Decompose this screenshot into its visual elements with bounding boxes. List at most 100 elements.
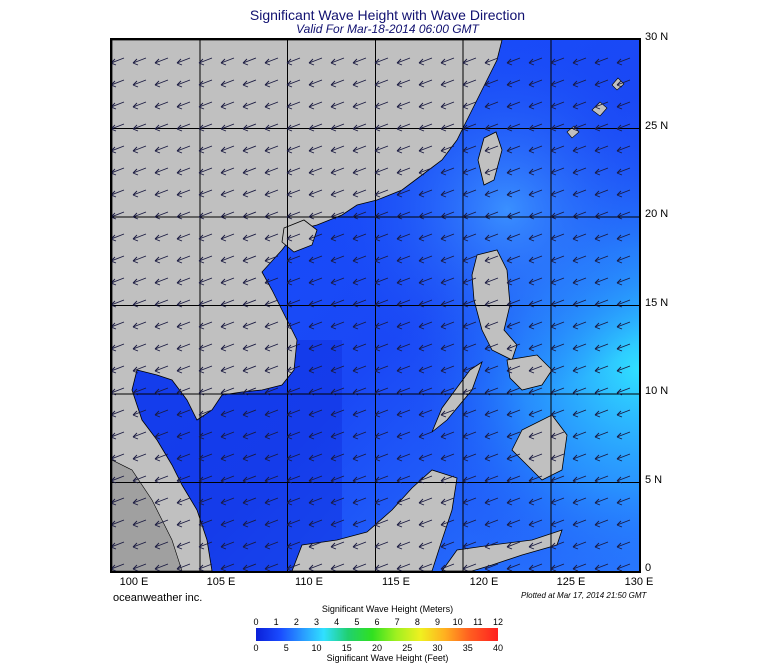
wave-arrow: [506, 211, 521, 220]
wave-arrow: [594, 365, 609, 374]
wave-arrow: [286, 475, 301, 484]
wave-arrow: [594, 167, 609, 176]
wave-arrow: [112, 277, 125, 286]
wave-arrow: [286, 189, 301, 198]
wave-arrow: [572, 541, 587, 550]
wave-arrow: [528, 101, 543, 110]
colorbar-feet-tick-2: 10: [311, 643, 322, 653]
wave-arrow: [616, 145, 631, 154]
wave-arrow: [528, 453, 543, 462]
wave-arrow: [308, 233, 323, 242]
wave-arrow: [418, 299, 433, 308]
wave-arrow: [308, 409, 323, 418]
wave-arrow: [440, 211, 455, 220]
wave-arrow: [112, 299, 125, 308]
wave-arrow: [528, 475, 543, 484]
wave-arrow: [572, 321, 587, 330]
wave-arrow: [396, 475, 411, 484]
credit-text: oceanweather inc.: [113, 592, 203, 604]
wave-arrow: [374, 57, 389, 66]
wave-arrow: [154, 321, 169, 330]
wave-arrow: [572, 409, 587, 418]
wave-arrow: [286, 497, 301, 506]
wave-arrow: [506, 431, 521, 440]
wave-arrow: [308, 255, 323, 264]
wave-arrow: [594, 57, 609, 66]
wave-arrow: [374, 277, 389, 286]
colorbar-title-feet: Significant Wave Height (Feet): [326, 653, 449, 663]
wave-arrow: [484, 57, 499, 66]
wave-arrow: [154, 365, 169, 374]
wave-arrow: [242, 189, 257, 198]
wave-arrow: [132, 387, 147, 396]
wave-arrow: [220, 123, 235, 132]
wave-arrow: [528, 519, 543, 528]
wave-arrow: [616, 277, 631, 286]
wave-arrow: [594, 145, 609, 154]
wave-arrow: [132, 167, 147, 176]
wave-arrow: [418, 387, 433, 396]
wave-arrow: [352, 57, 367, 66]
wave-arrow: [550, 123, 565, 132]
wave-arrow: [112, 167, 125, 176]
wave-arrow: [616, 57, 631, 66]
wave-arrow: [132, 497, 147, 506]
wave-arrow: [484, 277, 499, 286]
lat-label-0: 0: [645, 562, 652, 574]
wave-arrow: [220, 101, 235, 110]
wave-arrow: [462, 365, 477, 374]
land-visayas: [506, 354, 553, 391]
wave-arrow: [308, 321, 323, 330]
wave-arrow: [506, 497, 521, 506]
wave-arrow: [132, 57, 147, 66]
wave-arrow: [352, 255, 367, 264]
wave-arrow: [374, 343, 389, 352]
wave-arrow: [176, 387, 191, 396]
wave-arrow: [352, 541, 367, 550]
wave-arrow: [352, 233, 367, 242]
wave-arrow: [616, 101, 631, 110]
wave-arrow: [352, 101, 367, 110]
wave-arrow: [198, 387, 213, 396]
wave-arrow: [440, 277, 455, 286]
wave-map-canvas: [112, 40, 639, 571]
wave-arrow: [572, 563, 587, 571]
wave-arrow: [396, 497, 411, 506]
wave-arrow: [220, 255, 235, 264]
wave-arrow: [528, 123, 543, 132]
wave-arrow: [506, 123, 521, 132]
lon-label-115e: 115 E: [382, 576, 410, 588]
wave-arrow: [352, 387, 367, 396]
wave-arrow: [484, 167, 499, 176]
wave-arrow: [176, 79, 191, 88]
wave-arrow: [198, 233, 213, 242]
wave-arrow: [550, 519, 565, 528]
wave-arrow: [418, 409, 433, 418]
wave-arrow: [550, 79, 565, 88]
wave-arrow: [352, 79, 367, 88]
wave-arrow: [154, 541, 169, 550]
wave-arrow: [528, 79, 543, 88]
lat-label-10n: 10 N: [645, 385, 669, 397]
wave-arrow: [220, 497, 235, 506]
wave-arrow: [264, 79, 279, 88]
wave-arrow: [242, 123, 257, 132]
wave-arrow: [616, 167, 631, 176]
wave-arrow: [112, 189, 125, 198]
wave-arrow: [550, 343, 565, 352]
wave-arrow: [440, 321, 455, 330]
wave-arrow: [462, 431, 477, 440]
wave-arrow: [374, 233, 389, 242]
wave-arrow: [440, 453, 455, 462]
wave-arrow: [154, 57, 169, 66]
wave-arrow: [418, 101, 433, 110]
wave-arrow: [242, 453, 257, 462]
wave-arrow: [616, 233, 631, 242]
plotted-timestamp: Plotted at Mar 17, 2014 21:50 GMT: [521, 591, 647, 600]
wave-arrow: [396, 563, 411, 571]
wave-arrow: [440, 519, 455, 528]
wave-arrow: [112, 57, 125, 66]
wave-arrow: [374, 563, 389, 571]
wave-arrow: [242, 167, 257, 176]
wave-arrow: [242, 57, 257, 66]
